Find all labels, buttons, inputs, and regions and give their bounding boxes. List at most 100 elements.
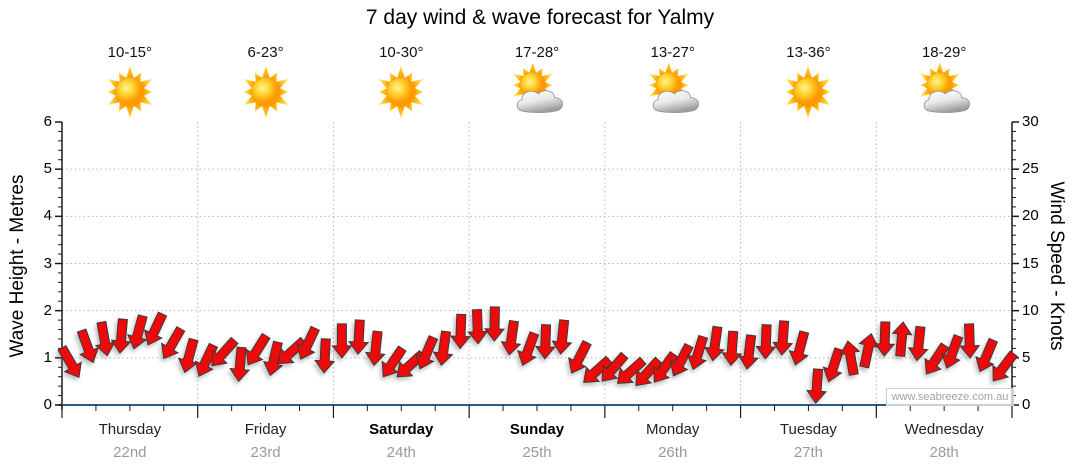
wind-arrow [483,306,506,342]
wind-arrow [194,342,219,377]
wind-arrow [806,368,828,404]
wind-arrow [211,336,239,367]
wind-arrow [652,350,679,383]
wind-arrow [975,337,999,373]
right-axis-tick-label: 5 [1022,348,1031,366]
wind-arrow [500,319,522,356]
wind-arrow [348,319,370,355]
wind-arrow [467,309,489,345]
wind-arrow [143,311,168,346]
left-axis-tick-label: 4 [43,207,52,225]
temperature-range-thursday: 10-15° [107,44,153,61]
wind-arrow [229,346,251,383]
wind-arrow [432,330,454,367]
wind-arrow [924,342,950,375]
date-label-sunday: 25th [522,444,552,461]
wind-arrow [296,325,320,360]
right-axis-tick-label: 0 [1022,396,1031,413]
wind-arrow [907,325,929,362]
wind-arrow [959,323,981,359]
date-label-tuesday: 27th [793,444,824,461]
date-label-wednesday: 28th [929,444,959,461]
wind-arrow [635,356,663,387]
left-axis-tick-label: 6 [43,113,52,130]
wind-arrow [57,344,82,379]
wind-arrow [364,330,386,367]
wind-arrow [450,313,472,350]
date-label-monday: 26th [658,444,688,461]
watermark: www.seabreeze.com.au [886,388,1014,406]
left-axis-tick-label: 0 [43,396,52,413]
left-axis-tick-label: 1 [43,348,52,366]
sun-cloud-icon [642,61,704,121]
wind-arrow [669,342,694,377]
temperature-range-tuesday: 13-36° [786,44,831,61]
wind-arrow [551,319,573,355]
wind-arrow [567,339,592,374]
wind-arrow [704,325,725,362]
page-title: 7 day wind & wave forecast for Yalmy [365,6,715,29]
left-axis-tick-label: 2 [43,301,52,319]
right-axis-tick-label: 10 [1022,301,1039,319]
temperature-range-friday: 6-23° [247,44,284,61]
wind-arrows [57,306,1019,404]
wind-arrow [891,321,913,357]
wind-arrow [839,340,861,376]
right-axis-tick-label: 15 [1022,254,1039,272]
wind-arrow [110,318,132,354]
day-label-thursday: Thursday [98,421,162,438]
wind-arrow [94,320,116,357]
wind-arrow [738,334,760,370]
temperature-range-wednesday: 18-29° [921,44,967,61]
wind-arrow [245,332,271,366]
date-label-thursday: 22nd [113,444,147,461]
wind-arrow [617,356,647,384]
wind-arrow [788,330,810,366]
temperature-range-monday: 13-27° [650,44,695,61]
wind-arrow [517,331,540,367]
sun-icon [235,63,297,121]
wind-arrow [721,330,743,367]
wind-arrow [686,334,709,371]
wind-arrow [331,323,353,359]
temperature-range-saturday: 10-30° [379,44,424,61]
sun-icon [370,63,432,121]
wind-arrow [534,324,556,360]
wind-arrow [858,332,880,369]
day-label-friday: Friday [244,421,287,438]
right-axis-tick-label: 30 [1022,113,1039,130]
wind-arrow [874,321,896,357]
sun-icon [99,63,161,121]
sun-cloud-icon [506,61,568,121]
wind-arrow [76,328,99,364]
wind-arrow [941,334,964,369]
day-label-saturday: Saturday [369,421,434,438]
day-label-sunday: Sunday [509,421,565,438]
wind-arrow [126,314,148,350]
left-axis-tick-label: 5 [43,160,52,178]
wind-arrow [262,340,284,377]
axes [55,121,1019,418]
wind-arrow [755,324,777,360]
day-label-tuesday: Tuesday [779,421,837,438]
wind-arrow [160,326,186,360]
day-label-monday: Monday [646,421,700,438]
wind-arrow [415,335,439,370]
date-label-friday: 23rd [250,444,281,461]
day-label-wednesday: Wednesday [904,421,984,438]
date-label-saturday: 24th [386,444,416,461]
right-axis-tick-label: 25 [1022,160,1039,178]
wind-arrow [601,351,629,382]
left-axis-tick-label: 3 [43,254,52,272]
wind-arrow [177,337,199,374]
wind-arrow [314,338,336,374]
wind-arrow [772,320,794,356]
right-axis-tick-label: 20 [1022,207,1039,225]
wind-arrow [992,350,1019,382]
temperature-range-sunday: 17-28° [514,44,560,61]
wind-arrow [381,345,407,378]
sun-icon [777,63,839,121]
sun-cloud-icon [913,61,975,121]
